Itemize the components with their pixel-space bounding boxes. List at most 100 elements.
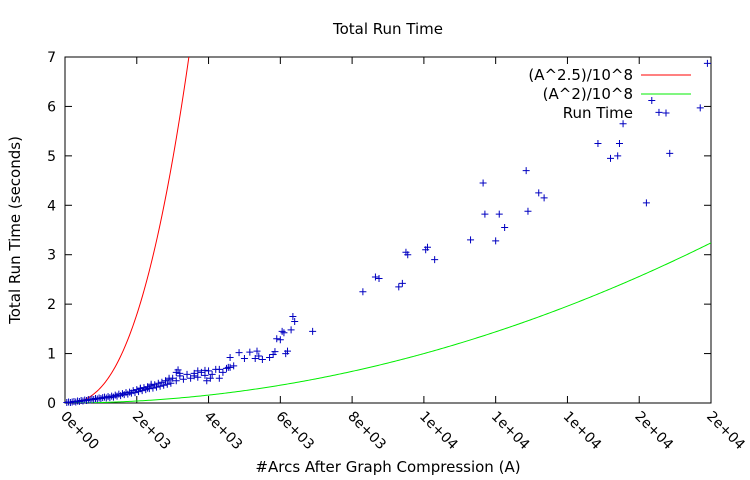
plot-frame [64, 56, 712, 404]
data-point [614, 152, 622, 160]
data-point [273, 335, 281, 343]
data-point [289, 313, 297, 320]
data-point [666, 149, 674, 157]
data-point [187, 374, 195, 382]
y-axis-label: Total Run Time (seconds) [6, 136, 24, 325]
x-axis-label: #Arcs After Graph Compression (A) [255, 458, 520, 476]
data-point [251, 355, 259, 363]
data-point [131, 389, 139, 397]
series-line-a-2-5-10-8 [65, 57, 190, 403]
data-point [703, 59, 711, 67]
data-point [481, 210, 489, 218]
data-point [431, 256, 439, 264]
plot-area: 0 1 2 3 4 5 6 7 0e+00 2e+03 4e+03 6e+03 8e+03 1e+04 1e… [47, 50, 748, 453]
data-point [144, 384, 152, 392]
chart-title: Total Run Time [332, 20, 443, 38]
series-line-a-2-10-8 [65, 242, 711, 403]
series-points-run-time [63, 59, 711, 407]
data-point [535, 189, 543, 197]
data-point [160, 381, 168, 389]
data-point [215, 374, 223, 382]
x-tick-label: 1e+04 [560, 409, 605, 454]
y-tick-label: 2 [47, 297, 56, 313]
data-point [226, 363, 234, 371]
legend-label-a-2-5-10-8: (A^2.5)/10^8 [528, 66, 633, 84]
data-point [522, 167, 530, 175]
data-point [190, 372, 198, 380]
data-point [154, 379, 162, 387]
y-tick-label: 7 [47, 50, 56, 66]
x-tick-label: 8e+03 [344, 409, 389, 454]
data-point [156, 382, 164, 390]
data-point [395, 283, 403, 291]
data-point [280, 329, 288, 337]
y-tick-label: 1 [47, 347, 56, 363]
data-point [467, 236, 475, 244]
x-tick-label: 2e+04 [631, 409, 676, 454]
data-point [501, 224, 509, 232]
data-point [194, 367, 202, 375]
y-tick-label: 6 [47, 99, 56, 115]
data-point [163, 380, 171, 388]
data-point [172, 377, 180, 385]
data-point [206, 374, 214, 382]
data-point [524, 207, 532, 215]
data-point [266, 354, 274, 362]
data-point [219, 368, 227, 376]
data-point [615, 140, 623, 147]
data-point [309, 327, 317, 335]
data-point [359, 288, 367, 296]
y-tick-label: 5 [47, 149, 56, 165]
legend-label-a-2-10-8: (A^2)/10^8 [543, 85, 633, 103]
data-point [269, 351, 277, 359]
data-point [492, 237, 500, 245]
data-point [240, 355, 248, 363]
data-point [203, 377, 211, 385]
data-point [594, 140, 602, 147]
data-point [278, 327, 286, 335]
x-tick-label: 4e+03 [201, 409, 246, 454]
data-point [258, 356, 266, 364]
x-tick-label: 1e+04 [488, 409, 533, 454]
data-point [287, 326, 295, 334]
data-point [135, 388, 143, 396]
data-point [223, 364, 230, 372]
data-point [161, 377, 169, 385]
data-point [158, 378, 166, 386]
data-point [276, 336, 284, 344]
legend-label-run-time: Run Time [563, 104, 633, 122]
data-point [375, 274, 383, 282]
data-point [619, 120, 627, 128]
data-point [230, 362, 238, 370]
data-point [201, 366, 209, 374]
data-point [179, 375, 187, 383]
x-tick-label: 0e+00 [57, 409, 102, 454]
x-tick-label: 1e+04 [416, 409, 461, 454]
data-point [540, 194, 548, 202]
data-point [284, 347, 292, 355]
data-point [153, 383, 161, 391]
y-tick-label: 0 [47, 396, 56, 412]
data-point [215, 365, 223, 373]
data-point [423, 243, 431, 251]
data-point [271, 348, 279, 356]
data-point [642, 199, 650, 207]
data-point [479, 179, 487, 187]
data-point [176, 369, 184, 377]
legend-swatch-run-time [662, 109, 670, 117]
data-point [607, 154, 615, 162]
data-point [167, 379, 175, 387]
data-point [194, 373, 202, 381]
x-tick-label: 2e+03 [129, 409, 174, 454]
data-point [648, 96, 656, 104]
data-point [165, 374, 173, 382]
y-tick-label: 4 [47, 198, 56, 214]
data-point [371, 273, 379, 281]
data-point [235, 349, 243, 357]
data-point [208, 370, 216, 378]
data-point [142, 386, 150, 394]
data-point [183, 370, 191, 378]
data-point [398, 279, 406, 287]
data-point [174, 366, 182, 374]
